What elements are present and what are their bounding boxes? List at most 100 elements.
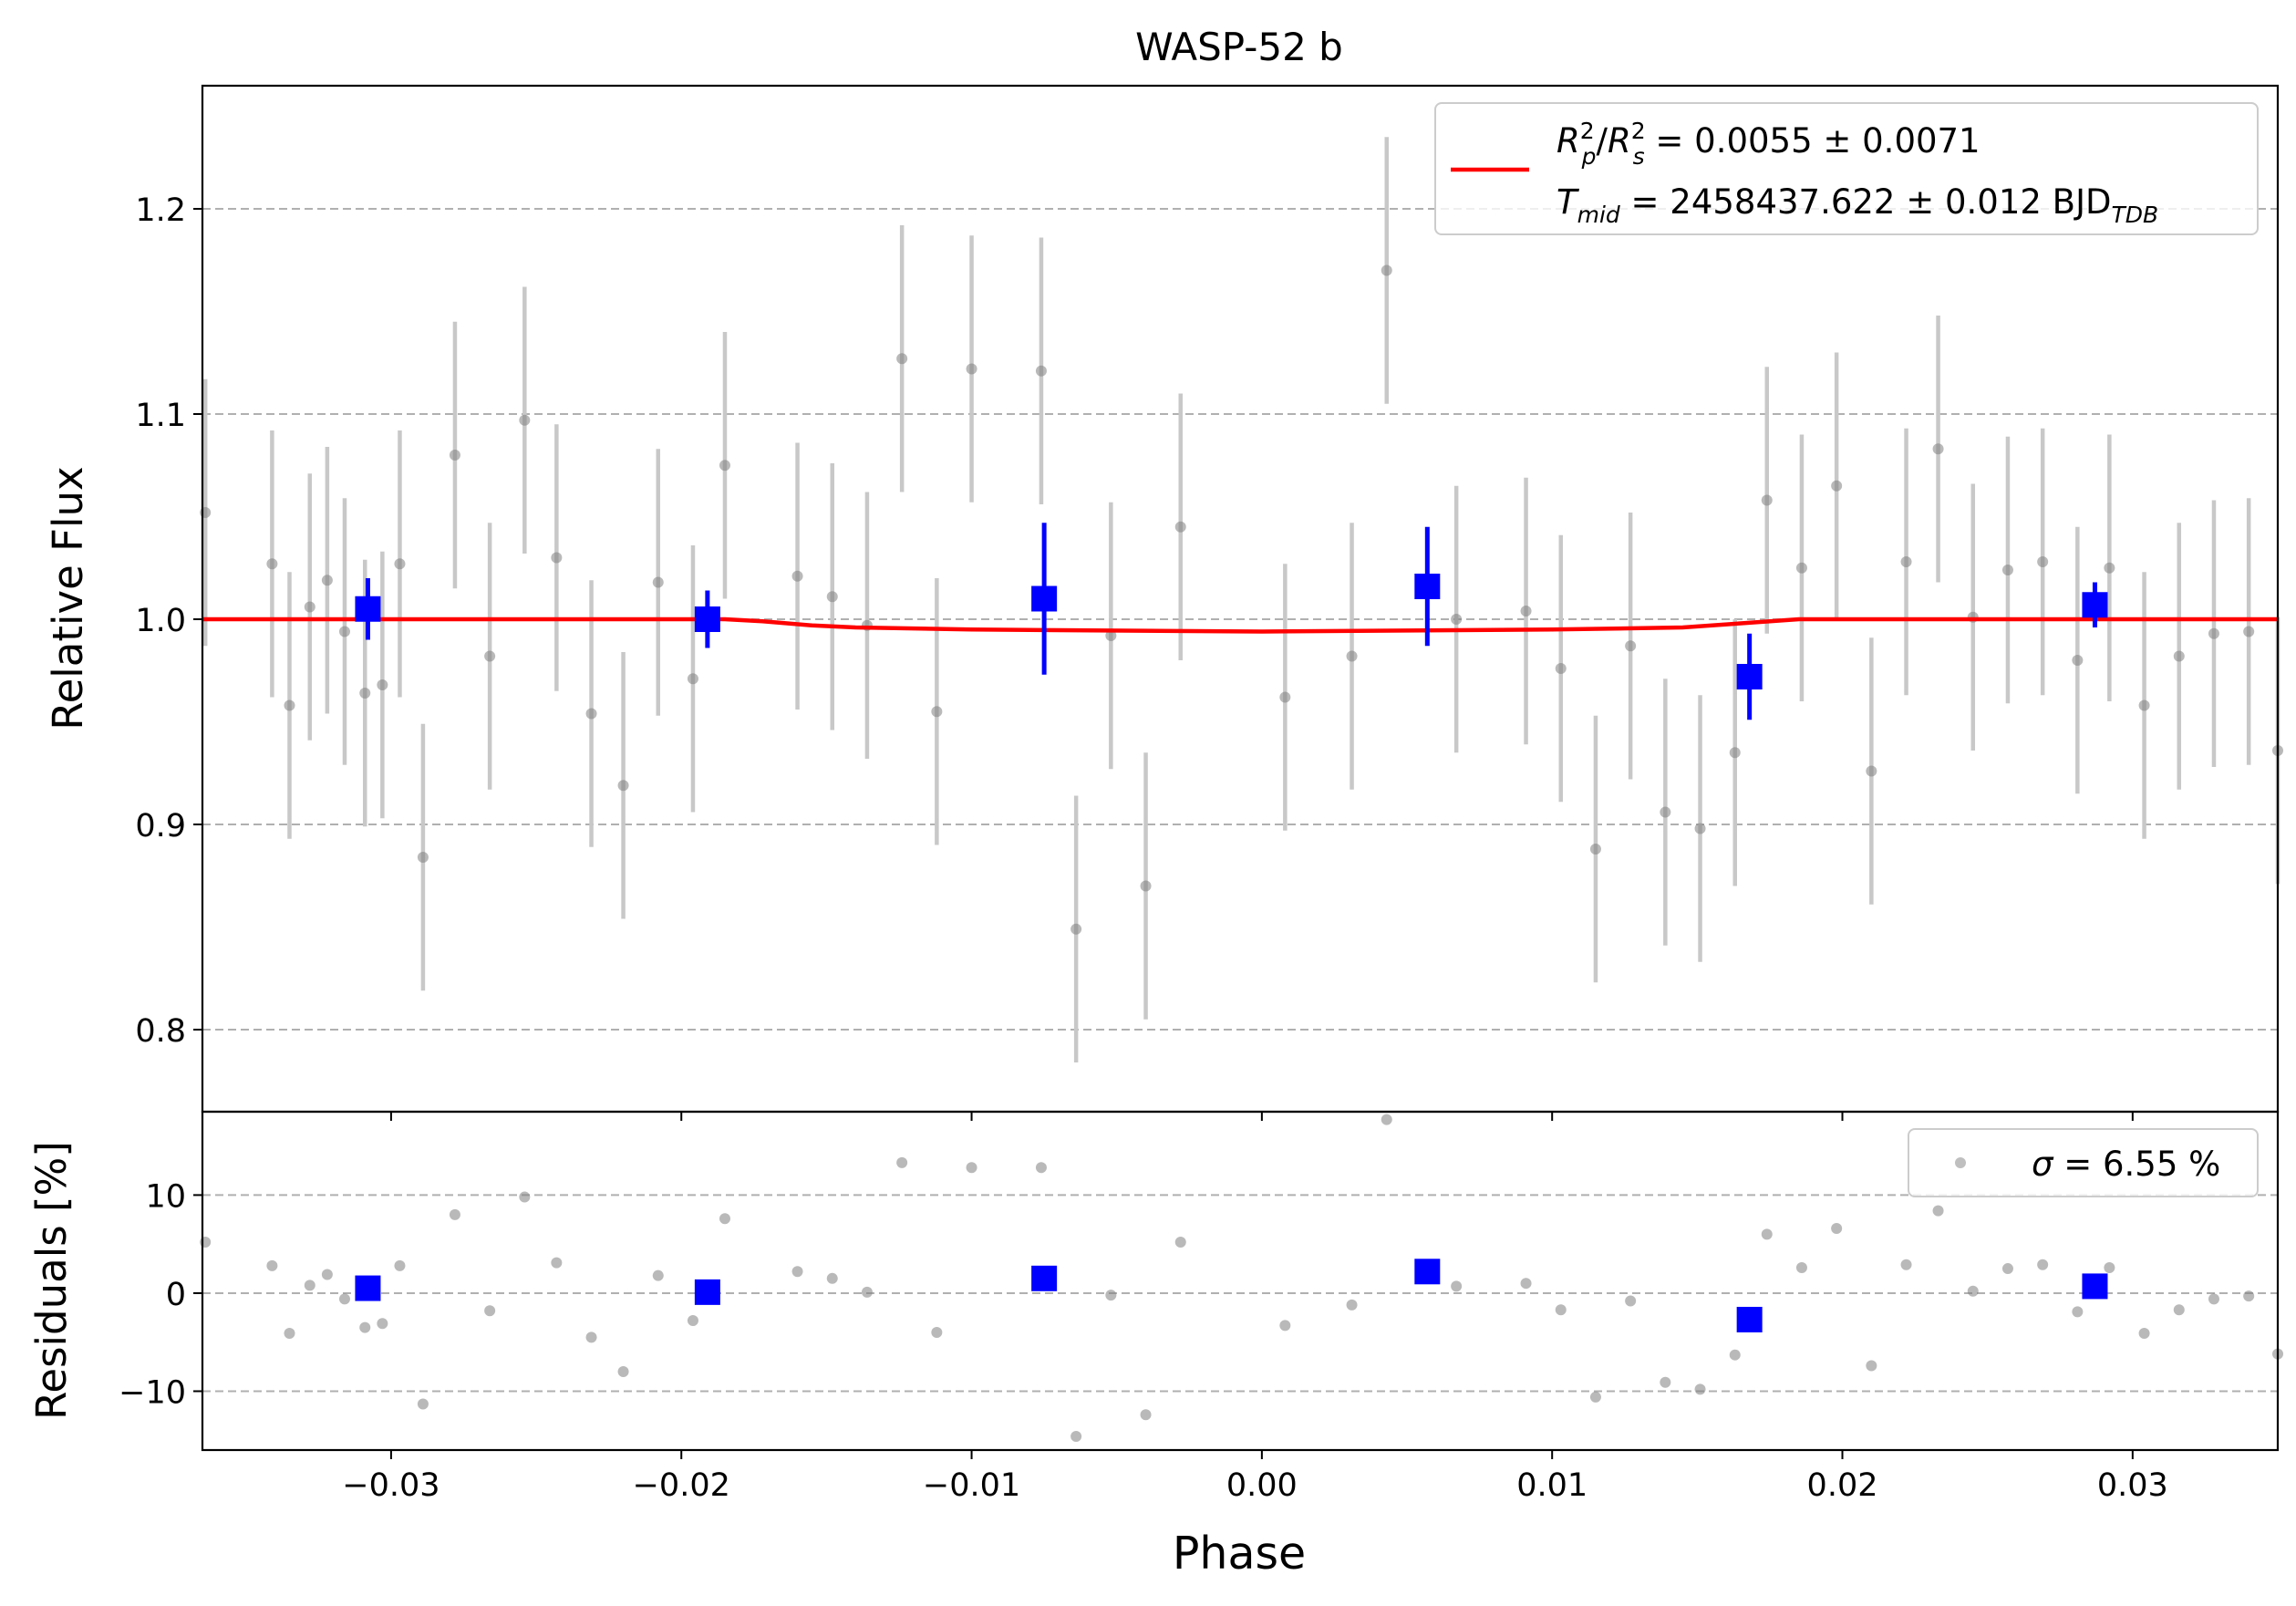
data-point xyxy=(2208,627,2219,639)
residual-point xyxy=(719,1213,730,1225)
data-point xyxy=(284,699,295,711)
x-tick-label: 0.00 xyxy=(1226,1467,1298,1504)
residual-point xyxy=(484,1305,496,1317)
x-tick-label: 0.03 xyxy=(2097,1467,2168,1504)
binned-point xyxy=(2082,592,2108,618)
x-tick-label: 0.02 xyxy=(1807,1467,1878,1504)
lightcurve-binned-points xyxy=(355,523,2108,720)
data-point xyxy=(719,460,730,471)
residual-point xyxy=(394,1259,406,1271)
residual-point xyxy=(2001,1263,2013,1275)
data-point xyxy=(1381,264,1392,276)
residual-point xyxy=(1900,1259,1912,1270)
lightcurve-y-ticks: 0.8 0.9 1.0 1.1 1.2 xyxy=(135,192,202,1050)
data-point xyxy=(1866,765,1877,777)
binned-point xyxy=(1031,585,1058,612)
residual-point xyxy=(449,1208,460,1220)
data-point xyxy=(896,353,908,365)
residual-point xyxy=(2037,1259,2049,1270)
residual-point xyxy=(1795,1261,1807,1273)
data-point xyxy=(1520,606,1532,616)
data-point xyxy=(1589,844,1601,855)
residual-point xyxy=(861,1286,873,1298)
residual-point xyxy=(617,1365,629,1377)
residual-point xyxy=(791,1266,803,1278)
residual-point xyxy=(1831,1222,1843,1234)
residuals-panel: −10 0 10 −0.03 −0.02 −0.01 0.00 0.01 0.02 0.03 R… xyxy=(27,1110,2283,1580)
residual-point xyxy=(2243,1290,2255,1302)
data-point xyxy=(617,780,629,792)
residual-point xyxy=(2138,1328,2150,1340)
residuals-y-axis-label: Residuals [%] xyxy=(27,1141,76,1420)
data-point xyxy=(551,552,563,564)
chart-title: WASP-52 b xyxy=(1135,25,1343,69)
residual-point xyxy=(1174,1237,1186,1249)
legend-depth-entry: R2 p/R2 s = 0.0055 ± 0.0071 xyxy=(1557,118,1981,170)
data-point xyxy=(1795,562,1807,574)
binned-residual-point xyxy=(694,1279,720,1305)
residuals-x-ticks: −0.03 −0.02 −0.01 0.00 0.01 0.02 0.03 xyxy=(342,1450,2168,1504)
x-tick-label: −0.01 xyxy=(923,1467,1020,1504)
residual-point xyxy=(1035,1162,1047,1174)
residual-point xyxy=(652,1269,664,1281)
data-point xyxy=(2037,556,2049,567)
residual-point xyxy=(1279,1320,1291,1331)
residual-point xyxy=(687,1315,698,1327)
data-point xyxy=(1761,494,1773,506)
data-point xyxy=(519,414,531,426)
y-tick-label: 0.9 xyxy=(135,808,186,844)
binned-residual-point xyxy=(355,1275,381,1301)
x-tick-label: −0.02 xyxy=(633,1467,730,1504)
lightcurve-x-ticks xyxy=(389,1112,2134,1121)
y-tick-label: 10 xyxy=(145,1178,186,1215)
data-point xyxy=(1900,556,1912,567)
x-axis-label: Phase xyxy=(1173,1528,1306,1580)
data-point xyxy=(1694,823,1706,834)
data-point xyxy=(1279,691,1291,703)
binned-point xyxy=(355,596,381,622)
residual-point xyxy=(1589,1391,1601,1403)
data-point xyxy=(359,688,371,699)
data-point xyxy=(687,673,698,685)
residuals-binned-points xyxy=(355,1259,2108,1332)
lightcurve-panel: 0.8 0.9 1.0 1.1 1.2 Relative Flux R2 p/R2 s = … xyxy=(44,84,2283,1121)
residual-point xyxy=(1451,1280,1463,1292)
data-point xyxy=(826,591,838,603)
residual-point xyxy=(2208,1293,2219,1305)
data-point xyxy=(2138,699,2150,711)
residual-point xyxy=(1381,1114,1392,1125)
residual-point xyxy=(585,1331,597,1343)
data-point xyxy=(931,706,943,718)
lightcurve-data-points xyxy=(200,137,2283,1062)
residual-point xyxy=(1694,1383,1706,1395)
data-point xyxy=(417,852,429,863)
data-point xyxy=(1035,365,1047,377)
residual-point xyxy=(931,1326,943,1338)
transit-model-line xyxy=(202,616,2278,634)
residual-point xyxy=(1140,1409,1152,1421)
residual-point xyxy=(2072,1306,2084,1318)
residual-point xyxy=(1520,1278,1532,1290)
binned-residual-point xyxy=(2082,1273,2108,1300)
data-point xyxy=(1346,650,1358,662)
data-point xyxy=(585,708,597,720)
y-tick-label: 0.8 xyxy=(135,1013,186,1050)
residual-point xyxy=(2104,1261,2115,1273)
residual-point xyxy=(1105,1290,1117,1301)
residual-point xyxy=(304,1280,315,1291)
data-point xyxy=(966,363,977,375)
data-point xyxy=(2104,562,2115,574)
residual-point xyxy=(826,1272,838,1284)
residual-point xyxy=(551,1257,563,1269)
residual-point xyxy=(338,1293,350,1305)
residual-point xyxy=(1555,1304,1567,1316)
residual-point xyxy=(359,1321,371,1333)
residual-point xyxy=(1866,1360,1877,1372)
data-point xyxy=(2001,565,2013,575)
data-point xyxy=(2173,650,2185,662)
data-point xyxy=(1555,663,1567,674)
residual-point xyxy=(2173,1304,2185,1316)
y-tick-label: 0 xyxy=(166,1277,186,1313)
data-point xyxy=(1105,630,1117,641)
data-point xyxy=(1729,747,1741,759)
